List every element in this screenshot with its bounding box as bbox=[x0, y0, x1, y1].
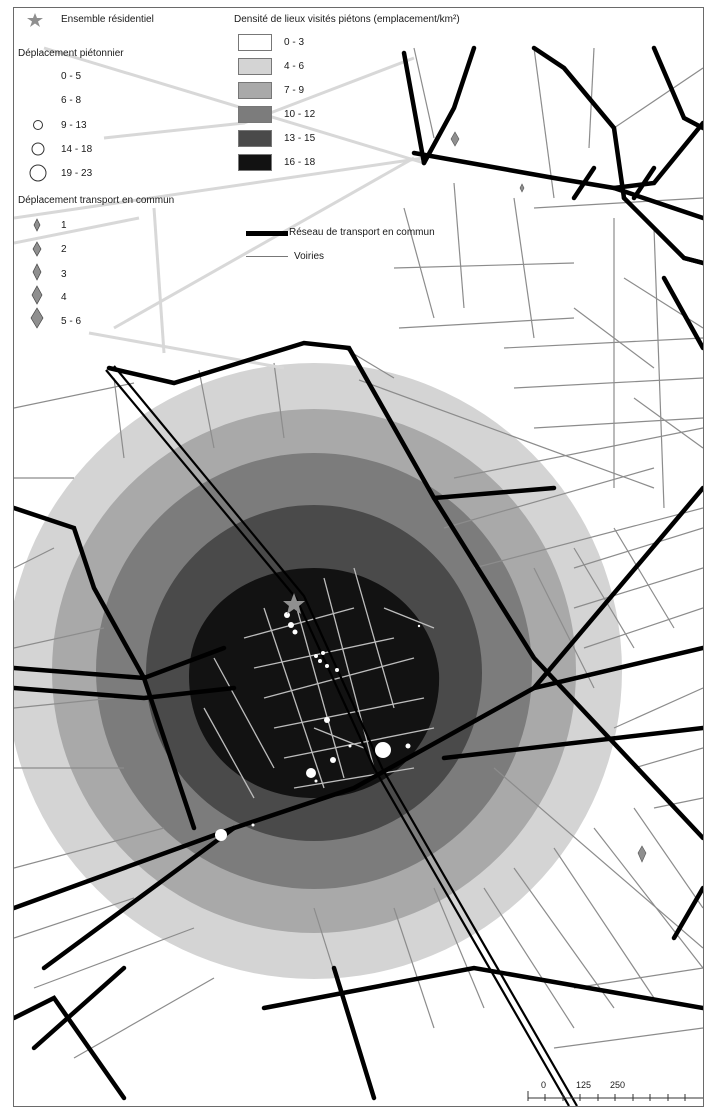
star-icon bbox=[27, 13, 43, 27]
legend-residential-label: Ensemble résidentiel bbox=[61, 14, 154, 25]
diamond-icon-1 bbox=[33, 218, 41, 232]
legend-transit-class-3: 3 bbox=[61, 269, 67, 280]
legend-transit-class-5: 5 - 6 bbox=[61, 316, 82, 327]
legend-density-class-2: 4 - 6 bbox=[284, 61, 305, 72]
legend-roads-label: Voiries bbox=[294, 251, 325, 262]
map-canvas[interactable] bbox=[14, 8, 703, 1106]
density-core-16-18 bbox=[189, 568, 440, 798]
road-network bbox=[14, 47, 703, 1099]
scale-bar bbox=[527, 1091, 703, 1101]
legend-walk-class-4: 14 - 18 bbox=[61, 144, 93, 155]
road-line-swatch bbox=[246, 256, 288, 257]
legend-transit-class-2: 2 bbox=[61, 244, 67, 255]
walk-circle-icon-4 bbox=[31, 142, 45, 156]
diamond-icon-3 bbox=[32, 263, 42, 281]
legend-density-class-4: 10 - 12 bbox=[284, 109, 316, 120]
scale-tick-125: 125 bbox=[576, 1080, 592, 1090]
diamond-icon-4 bbox=[31, 285, 43, 305]
transit-rail-double bbox=[105, 365, 578, 1106]
legend-transit-class-4: 4 bbox=[61, 292, 67, 303]
faded-road-overlay bbox=[14, 46, 425, 370]
transit-network bbox=[14, 45, 703, 1101]
transit-line-swatch bbox=[246, 231, 288, 236]
walk-circle-icon-3 bbox=[33, 120, 43, 130]
density-rings bbox=[14, 363, 622, 979]
density-swatch-13-15 bbox=[238, 130, 272, 147]
legend-walk-title: Déplacement piétonnier bbox=[18, 48, 124, 59]
scale-tick-250: 250 bbox=[610, 1080, 626, 1090]
road-network-center bbox=[203, 567, 435, 799]
density-swatch-10-12 bbox=[238, 106, 272, 123]
legend-walk-class-1: 0 - 5 bbox=[61, 71, 82, 82]
density-swatch-4-6 bbox=[238, 58, 272, 75]
diamond-icon-5 bbox=[30, 307, 44, 329]
legend-transit-title: Déplacement transport en commun bbox=[18, 195, 175, 206]
density-swatch-0-3 bbox=[238, 34, 272, 51]
legend-density-class-6: 16 - 18 bbox=[284, 157, 316, 168]
scale-tick-0: 0 bbox=[541, 1080, 547, 1090]
legend-walk-class-2: 6 - 8 bbox=[61, 95, 82, 106]
walk-circle-icon-5 bbox=[29, 164, 47, 182]
density-swatch-7-9 bbox=[238, 82, 272, 99]
residential-star-marker bbox=[283, 593, 305, 614]
legend-transit-class-1: 1 bbox=[61, 220, 67, 231]
legend-walk-class-5: 19 - 23 bbox=[61, 168, 93, 179]
legend-density-title: Densité de lieux visités piétons (emplac… bbox=[234, 14, 460, 25]
diamond-icon-2 bbox=[32, 241, 42, 257]
legend-density-class-3: 7 - 9 bbox=[284, 85, 305, 96]
transit-trip-markers bbox=[450, 131, 647, 863]
map-frame: Ensemble résidentiel Déplacement piétonn… bbox=[13, 7, 704, 1107]
walk-trip-markers bbox=[215, 612, 421, 841]
legend-network-label: Réseau de transport en commun bbox=[289, 227, 435, 238]
legend-density-class-5: 13 - 15 bbox=[284, 133, 316, 144]
legend-density-class-1: 0 - 3 bbox=[284, 37, 305, 48]
legend-walk-class-3: 9 - 13 bbox=[61, 120, 87, 131]
density-swatch-16-18 bbox=[238, 154, 272, 171]
